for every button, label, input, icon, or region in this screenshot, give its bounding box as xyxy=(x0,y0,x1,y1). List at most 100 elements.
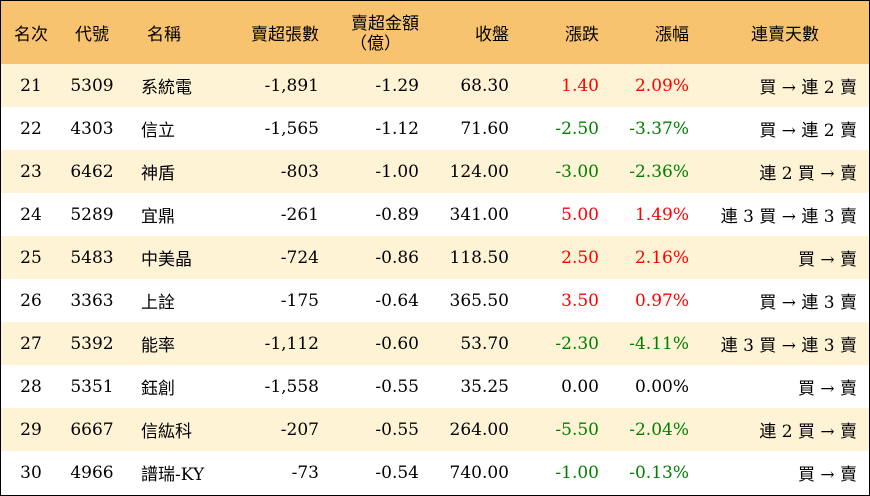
header-net-sell-amount: 賣超金額 （億） xyxy=(321,1,419,64)
cell-code: 4966 xyxy=(70,462,114,483)
cell-close: 53.70 xyxy=(460,333,509,354)
cell-rank: 29 xyxy=(20,419,42,440)
cell-close: 341.00 xyxy=(449,204,509,225)
cell-net-sell-volume: -261 xyxy=(280,204,319,225)
cell-net-sell-amount: -0.64 xyxy=(375,290,419,311)
cell-change: -3.00 xyxy=(555,161,599,182)
table-row: 24 5289 宜鼎 -261 -0.89 341.00 5.00 1.49% 連 3 買 → … xyxy=(1,193,869,236)
cell-close: 68.30 xyxy=(460,75,509,96)
cell-change-pct: -2.36% xyxy=(629,161,689,182)
cell-code: 6667 xyxy=(70,419,114,440)
table-row: 28 5351 鈺創 -1,558 -0.55 35.25 0.00 0.00% 買 → 賣 xyxy=(1,365,869,408)
cell-net-sell-volume: -724 xyxy=(280,247,319,268)
cell-change: 1.40 xyxy=(561,75,599,96)
cell-change: -5.50 xyxy=(555,419,599,440)
cell-name: 信紘科 xyxy=(141,422,192,442)
cell-change: 0.00 xyxy=(561,376,599,397)
cell-streak: 買 → 連 2 賣 xyxy=(759,121,857,141)
cell-rank: 26 xyxy=(20,290,42,311)
cell-net-sell-volume: -803 xyxy=(280,161,319,182)
cell-change-pct: -0.13% xyxy=(629,462,689,483)
cell-streak: 買 → 賣 xyxy=(797,465,857,485)
cell-change: 3.50 xyxy=(561,290,599,311)
cell-change: -1.00 xyxy=(555,462,599,483)
cell-streak: 連 3 買 → 連 3 賣 xyxy=(720,336,857,356)
cell-rank: 25 xyxy=(20,247,42,268)
cell-rank: 24 xyxy=(20,204,42,225)
cell-net-sell-amount: -0.89 xyxy=(375,204,419,225)
cell-net-sell-amount: -0.55 xyxy=(375,419,419,440)
table-row: 23 6462 神盾 -803 -1.00 124.00 -3.00 -2.36% 連 2 買 … xyxy=(1,150,869,193)
cell-streak: 買 → 連 3 賣 xyxy=(759,293,857,313)
cell-streak: 連 2 買 → 賣 xyxy=(759,164,857,184)
table-row: 21 5309 系統電 -1,891 -1.29 68.30 1.40 2.09% 買 → 連 … xyxy=(1,64,869,107)
table-row: 26 3363 上詮 -175 -0.64 365.50 3.50 0.97% 買 → 連 3 … xyxy=(1,279,869,322)
cell-code: 5483 xyxy=(70,247,114,268)
cell-close: 124.00 xyxy=(449,161,509,182)
cell-net-sell-amount: -1.12 xyxy=(375,118,419,139)
cell-change-pct: -4.11% xyxy=(629,333,689,354)
cell-close: 740.00 xyxy=(449,462,509,483)
cell-change-pct: 0.97% xyxy=(634,290,689,311)
cell-rank: 27 xyxy=(20,333,42,354)
header-net-sell-amount-line1: 賣超金額 xyxy=(351,13,419,34)
cell-name: 譜瑞-KY xyxy=(141,465,205,485)
cell-code: 5392 xyxy=(70,333,114,354)
cell-net-sell-volume: -1,565 xyxy=(264,118,319,139)
cell-code: 4303 xyxy=(70,118,114,139)
cell-rank: 28 xyxy=(20,376,42,397)
cell-streak: 買 → 賣 xyxy=(797,250,857,270)
cell-net-sell-amount: -0.60 xyxy=(375,333,419,354)
cell-rank: 30 xyxy=(20,462,42,483)
cell-net-sell-volume: -73 xyxy=(291,462,319,483)
cell-net-sell-amount: -0.55 xyxy=(375,376,419,397)
cell-net-sell-amount: -0.86 xyxy=(375,247,419,268)
cell-name: 鈺創 xyxy=(141,379,175,399)
cell-net-sell-amount: -1.00 xyxy=(375,161,419,182)
cell-rank: 23 xyxy=(20,161,42,182)
header-rank: 名次 xyxy=(14,25,48,45)
header-net-sell-amount-unit: （億） xyxy=(350,33,401,54)
cell-change-pct: 2.09% xyxy=(634,75,689,96)
table-row: 22 4303 信立 -1,565 -1.12 71.60 -2.50 -3.37% 買 → 連… xyxy=(1,107,869,150)
cell-streak: 買 → 賣 xyxy=(797,379,857,399)
cell-code: 3363 xyxy=(70,290,114,311)
cell-net-sell-amount: -0.54 xyxy=(375,462,419,483)
cell-close: 71.60 xyxy=(460,118,509,139)
cell-net-sell-amount: -1.29 xyxy=(375,75,419,96)
header-name: 名稱 xyxy=(147,25,181,45)
table-row: 25 5483 中美晶 -724 -0.86 118.50 2.50 2.16% 買 → 賣 xyxy=(1,236,869,279)
cell-streak: 連 3 買 → 連 3 賣 xyxy=(720,207,857,227)
cell-code: 5309 xyxy=(70,75,114,96)
cell-name: 系統電 xyxy=(141,78,192,98)
table-row: 27 5392 能率 -1,112 -0.60 53.70 -2.30 -4.11% 連 3 買… xyxy=(1,322,869,365)
header-net-sell-volume: 賣超張數 xyxy=(251,25,319,45)
cell-streak: 連 2 買 → 賣 xyxy=(759,422,857,442)
header-change: 漲跌 xyxy=(565,25,599,45)
cell-change-pct: 1.49% xyxy=(634,204,689,225)
cell-code: 5351 xyxy=(70,376,114,397)
cell-code: 6462 xyxy=(70,161,114,182)
cell-rank: 21 xyxy=(20,75,42,96)
cell-name: 信立 xyxy=(141,121,175,141)
cell-change: 2.50 xyxy=(561,247,599,268)
cell-change: -2.30 xyxy=(555,333,599,354)
cell-name: 能率 xyxy=(141,336,175,356)
cell-change-pct: -3.37% xyxy=(629,118,689,139)
cell-net-sell-volume: -207 xyxy=(280,419,319,440)
table-header: 名次 代號 名稱 賣超張數 賣超金額 （億） 收盤 漲跌 漲幅 連賣天數 xyxy=(1,1,869,64)
cell-change-pct: 2.16% xyxy=(634,247,689,268)
cell-net-sell-volume: -175 xyxy=(280,290,319,311)
cell-change: -2.50 xyxy=(555,118,599,139)
cell-name: 宜鼎 xyxy=(141,207,175,227)
cell-name: 中美晶 xyxy=(141,250,192,270)
cell-net-sell-volume: -1,558 xyxy=(264,376,319,397)
cell-close: 118.50 xyxy=(449,247,509,268)
cell-streak: 買 → 連 2 賣 xyxy=(759,78,857,98)
cell-net-sell-volume: -1,112 xyxy=(264,333,319,354)
table-row: 30 4966 譜瑞-KY -73 -0.54 740.00 -1.00 -0.13% 買 → … xyxy=(1,451,869,494)
cell-change-pct: -2.04% xyxy=(629,419,689,440)
cell-code: 5289 xyxy=(70,204,114,225)
cell-close: 35.25 xyxy=(460,376,509,397)
table-row: 29 6667 信紘科 -207 -0.55 264.00 -5.50 -2.04% 連 2 買… xyxy=(1,408,869,451)
